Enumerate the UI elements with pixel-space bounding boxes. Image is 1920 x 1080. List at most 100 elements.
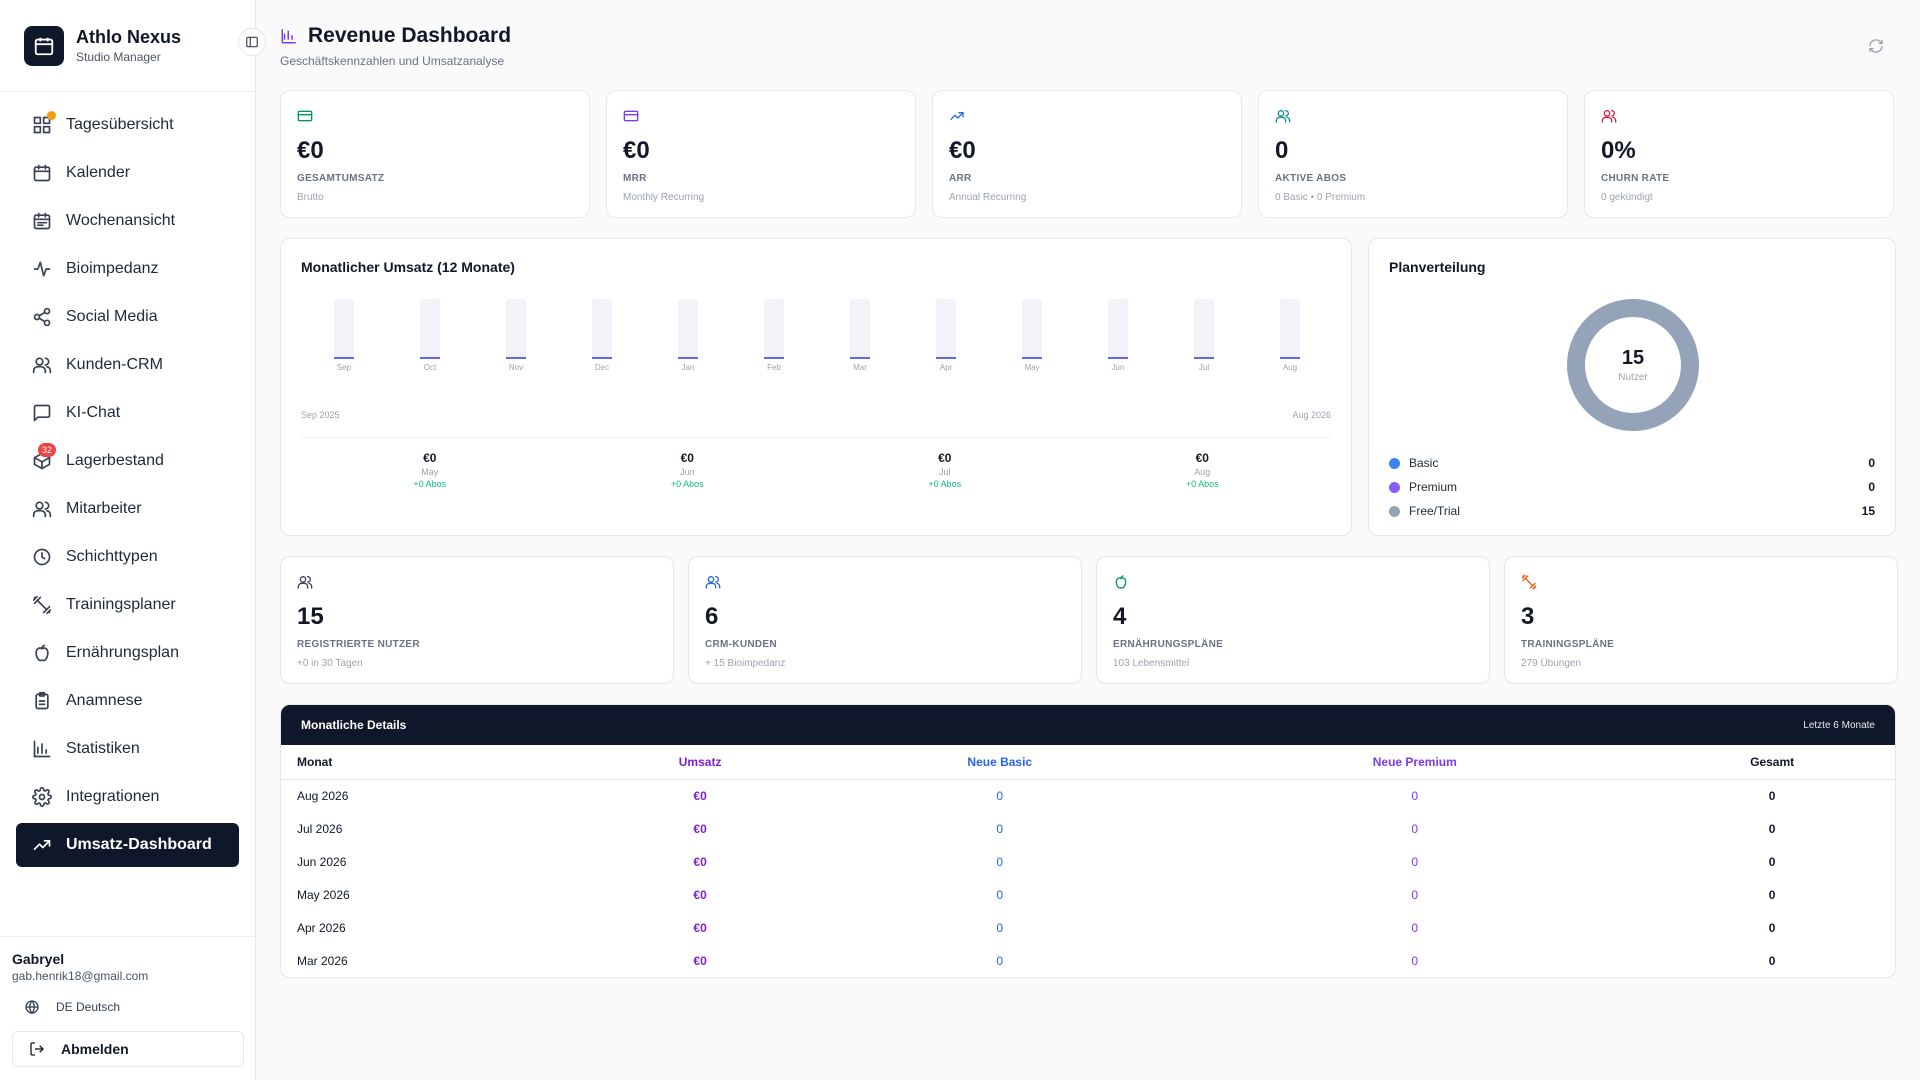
sidebar-item-label: Umsatz-Dashboard [66, 836, 212, 853]
table-cell: 0 [1768, 953, 1776, 968]
sidebar-item-label: Bioimpedanz [66, 260, 159, 277]
month-summary-item: €0 Jun +0 Abos [559, 451, 817, 489]
sidebar-item-bioimpedanz[interactable]: Bioimpedanz [16, 247, 239, 291]
column-header: Monat [281, 745, 581, 780]
table-cell: 0 [1768, 821, 1776, 836]
table-cell: 0 [1411, 854, 1419, 869]
bar-track [1194, 299, 1214, 359]
kpi-value: €0 [949, 137, 976, 164]
sidebar-item-tagesübersicht[interactable]: Tagesübersicht [16, 103, 239, 147]
legend-value: 0 [1868, 480, 1875, 494]
x-tick-label: Nov [509, 363, 523, 372]
bar-jul[interactable] [1194, 357, 1214, 359]
bar-aug[interactable] [1280, 357, 1300, 359]
logout-button[interactable]: Abmelden [12, 1031, 244, 1067]
sidebar-item-wochenansicht[interactable]: Wochenansicht [16, 199, 239, 243]
monthly-details-range: Letzte 6 Monate [1803, 719, 1875, 731]
bar-jun[interactable] [1108, 357, 1128, 359]
stat-label: ERNÄHRUNGSPLÄNE [1113, 639, 1224, 650]
bar-mar[interactable] [850, 357, 870, 359]
table-row: Mar 2026 €0 0 0 0 [281, 944, 1895, 977]
sidebar-item-trainingsplaner[interactable]: Trainingsplaner [16, 583, 239, 627]
bar-nov[interactable] [506, 357, 526, 359]
users-icon [297, 573, 657, 591]
table-cell: 0 [996, 920, 1004, 935]
bar-sep[interactable] [334, 357, 354, 359]
plan-donut-chart: 15 Nutzer [1567, 299, 1699, 431]
month-summary-value: €0 [1195, 451, 1209, 465]
table-cell: 0 [996, 821, 1004, 836]
logout-label: Abmelden [61, 1041, 129, 1057]
bar-track [1108, 299, 1128, 359]
sidebar-item-ki-chat[interactable]: KI-Chat [16, 391, 239, 435]
bar-apr[interactable] [936, 357, 956, 359]
kpi-label: ARR [949, 173, 972, 184]
sidebar-item-schichttypen[interactable]: Schichttypen [16, 535, 239, 579]
sidebar-item-anamnese[interactable]: Anamnese [16, 679, 239, 723]
sidebar-item-statistiken[interactable]: Statistiken [16, 727, 239, 771]
table-cell: €0 [693, 920, 707, 935]
month-summary-month: Jun [679, 467, 695, 477]
bar-feb[interactable] [764, 357, 784, 359]
bar-track [1022, 299, 1042, 359]
month-summary-item: €0 Jul +0 Abos [816, 451, 1074, 489]
sidebar-item-label: Integrationen [66, 788, 160, 805]
kpi-card-churn-rate: 0% CHURN RATE 0 gekündigt [1584, 90, 1894, 218]
divider [301, 437, 1331, 438]
grid-icon [32, 111, 56, 135]
bar-may[interactable] [1022, 357, 1042, 359]
bar-dec[interactable] [592, 357, 612, 359]
sidebar-item-integrationen[interactable]: Integrationen [16, 775, 239, 819]
sidebar-item-ernährungsplan[interactable]: Ernährungsplan [16, 631, 239, 675]
sidebar-item-label: Social Media [66, 308, 158, 325]
sidebar-item-label: Lagerbestand [66, 452, 164, 469]
kpi-card-aktive-abos: 0 AKTIVE ABOS 0 Basic • 0 Premium [1258, 90, 1568, 218]
legend-value: 15 [1861, 504, 1875, 518]
brand-title: Athlo Nexus [76, 27, 182, 47]
sidebar-item-kunden-crm[interactable]: Kunden-CRM [16, 343, 239, 387]
legend-label: Premium [1409, 480, 1458, 494]
language-selector[interactable]: DE Deutsch [12, 999, 244, 1015]
users-icon [32, 355, 52, 375]
chart-range-start: Sep 2025 [301, 410, 340, 420]
page-title: Revenue Dashboard [308, 24, 512, 47]
bar-track [678, 299, 698, 359]
x-tick-label: Feb [767, 363, 781, 372]
monthly-details-title: Monatliche Details [301, 718, 407, 732]
table-cell: Aug 2026 [297, 788, 349, 803]
sidebar-item-mitarbeiter[interactable]: Mitarbeiter [16, 487, 239, 531]
bar-chart-icon [32, 739, 52, 759]
bar-oct[interactable] [420, 357, 440, 359]
bar-jan[interactable] [678, 357, 698, 359]
table-cell: €0 [693, 953, 707, 968]
sidebar-item-lagerbestand[interactable]: 32 Lagerbestand [16, 439, 239, 483]
sidebar-item-social-media[interactable]: Social Media [16, 295, 239, 339]
table-cell: Jun 2026 [297, 854, 347, 869]
page-header: Revenue Dashboard Geschäftskennzahlen un… [280, 24, 511, 68]
refresh-button[interactable] [1868, 38, 1884, 59]
kpi-sub: Monthly Recurring [623, 192, 705, 203]
sidebar-item-label: Trainingsplaner [66, 596, 176, 613]
sidebar-item-kalender[interactable]: Kalender [16, 151, 239, 195]
month-summary-month: Jul [938, 467, 951, 477]
trending-up-icon [949, 107, 1225, 125]
stat-card-2: 6 CRM-KUNDEN + 15 Bioimpedanz [688, 556, 1082, 684]
brand-subtitle: Studio Manager [76, 50, 161, 64]
kpi-sub: 0 gekündigt [1601, 192, 1653, 203]
monthly-revenue-title: Monatlicher Umsatz (12 Monate) [301, 259, 515, 275]
legend-dot [1389, 505, 1400, 517]
chat-icon [32, 403, 52, 423]
logout-icon [29, 1041, 45, 1057]
sidebar-collapse-button[interactable] [238, 28, 266, 56]
count-badge: 32 [38, 443, 56, 457]
table-cell: €0 [693, 887, 707, 902]
plan-distribution-card: Planverteilung 15 Nutzer Basic 0 Premium… [1368, 238, 1896, 536]
table-cell: €0 [693, 788, 707, 803]
sidebar-item-umsatz-dashboard[interactable]: Umsatz-Dashboard [16, 823, 239, 867]
x-tick-label: Jan [682, 363, 695, 372]
share-icon [32, 307, 52, 327]
month-summary: €0 May +0 Abos €0 Jun +0 Abos €0 Jul +0 … [301, 451, 1331, 489]
donut-total: 15 [1621, 347, 1645, 369]
refresh-icon [1869, 39, 1883, 53]
x-tick-label: Mar [853, 363, 867, 372]
